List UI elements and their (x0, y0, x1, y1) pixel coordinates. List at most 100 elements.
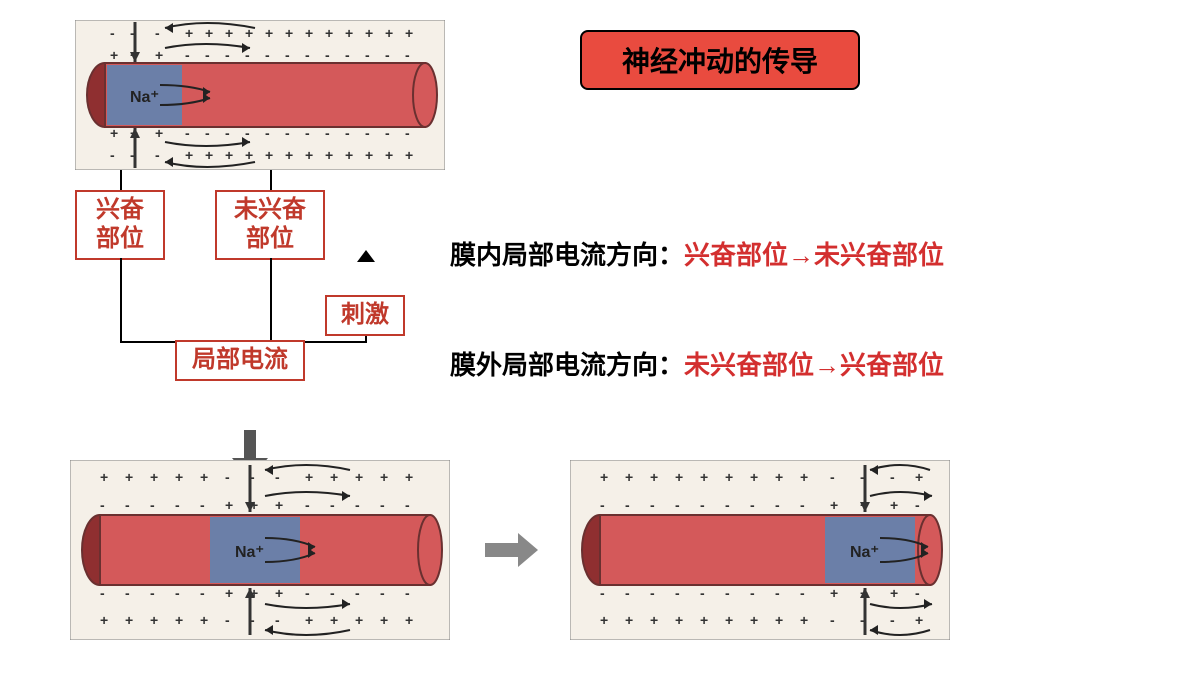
svg-text:-: - (205, 125, 210, 141)
svg-text:+: + (225, 497, 233, 513)
svg-text:-: - (750, 497, 755, 513)
svg-text:-: - (345, 47, 350, 63)
arrow-right-icon (480, 525, 540, 575)
svg-text:+: + (185, 147, 193, 163)
svg-text:Na⁺: Na⁺ (850, 544, 879, 561)
page-title: 神经冲动的传导 (580, 30, 860, 90)
svg-text:-: - (890, 469, 895, 485)
svg-text:+: + (405, 469, 413, 485)
svg-text:-: - (305, 585, 310, 601)
svg-text:Na⁺: Na⁺ (235, 544, 264, 561)
svg-text:+: + (650, 612, 658, 628)
axon-diagram-top: Na⁺ --- ++++ ++++ ++++ +++ ---- ---- ---… (75, 20, 445, 170)
axon-diagram-bottom-right: Na⁺ +++++ ++++ --- + ----- ---- +++ - --… (570, 460, 950, 640)
svg-text:-: - (305, 125, 310, 141)
connector (120, 258, 122, 343)
svg-text:-: - (175, 497, 180, 513)
svg-text:+: + (625, 469, 633, 485)
svg-text:+: + (355, 469, 363, 485)
svg-text:+: + (285, 25, 293, 41)
svg-text:-: - (245, 125, 250, 141)
svg-text:+: + (265, 147, 273, 163)
svg-text:+: + (325, 147, 333, 163)
svg-text:-: - (155, 25, 160, 41)
svg-text:-: - (700, 497, 705, 513)
connector (120, 170, 122, 192)
svg-text:-: - (385, 47, 390, 63)
svg-text:-: - (385, 125, 390, 141)
svg-text:+: + (155, 47, 163, 63)
svg-text:-: - (110, 147, 115, 163)
svg-text:+: + (305, 25, 313, 41)
svg-text:-: - (155, 147, 160, 163)
svg-text:+: + (725, 469, 733, 485)
svg-text:-: - (365, 47, 370, 63)
svg-text:-: - (125, 585, 130, 601)
svg-text:-: - (325, 125, 330, 141)
svg-text:-: - (675, 497, 680, 513)
svg-text:+: + (285, 147, 293, 163)
svg-text:+: + (265, 25, 273, 41)
svg-text:-: - (285, 47, 290, 63)
svg-text:-: - (915, 497, 920, 513)
svg-text:-: - (380, 497, 385, 513)
svg-text:+: + (275, 497, 283, 513)
svg-text:+: + (200, 612, 208, 628)
axon-diagram-bottom-left: Na⁺ +++++ --- +++++ ----- +++ ----- ----… (70, 460, 450, 640)
svg-text:+: + (650, 469, 658, 485)
label-unexcited: 未兴奋部位 (215, 190, 325, 260)
svg-text:-: - (650, 585, 655, 601)
svg-text:+: + (205, 25, 213, 41)
svg-text:+: + (830, 497, 838, 513)
svg-text:+: + (405, 612, 413, 628)
svg-text:-: - (800, 497, 805, 513)
svg-text:+: + (175, 469, 183, 485)
svg-text:+: + (150, 612, 158, 628)
svg-text:+: + (915, 612, 923, 628)
svg-text:+: + (205, 147, 213, 163)
svg-text:+: + (150, 469, 158, 485)
svg-text:+: + (110, 125, 118, 141)
svg-text:-: - (405, 497, 410, 513)
svg-text:-: - (225, 469, 230, 485)
svg-text:-: - (915, 585, 920, 601)
svg-text:-: - (330, 497, 335, 513)
svg-text:-: - (175, 585, 180, 601)
svg-text:-: - (305, 497, 310, 513)
svg-text:+: + (330, 612, 338, 628)
svg-text:-: - (600, 585, 605, 601)
connector (303, 341, 367, 343)
svg-text:-: - (225, 612, 230, 628)
svg-text:+: + (830, 585, 838, 601)
connector (270, 258, 272, 343)
svg-text:-: - (625, 585, 630, 601)
svg-text:-: - (205, 47, 210, 63)
svg-text:+: + (225, 147, 233, 163)
svg-text:+: + (125, 612, 133, 628)
svg-text:-: - (275, 469, 280, 485)
svg-text:+: + (125, 469, 133, 485)
svg-text:-: - (365, 125, 370, 141)
text-outer-current: 膜外局部电流方向：未兴奋部位→兴奋部位 (450, 345, 944, 382)
svg-text:-: - (125, 497, 130, 513)
svg-text:-: - (110, 25, 115, 41)
svg-text:+: + (600, 469, 608, 485)
ion-label: Na⁺ (130, 89, 159, 106)
svg-text:+: + (305, 147, 313, 163)
svg-text:-: - (355, 497, 360, 513)
text-value: 未兴奋部位→兴奋部位 (684, 350, 944, 380)
svg-text:+: + (625, 612, 633, 628)
svg-text:-: - (355, 585, 360, 601)
svg-text:+: + (275, 585, 283, 601)
text-label: 膜外局部电流方向： (450, 350, 684, 380)
label-excited: 兴奋部位 (75, 190, 165, 260)
svg-text:+: + (775, 612, 783, 628)
svg-text:-: - (185, 47, 190, 63)
svg-text:+: + (225, 585, 233, 601)
svg-text:+: + (380, 612, 388, 628)
svg-text:-: - (275, 612, 280, 628)
svg-text:+: + (380, 469, 388, 485)
svg-text:+: + (100, 612, 108, 628)
svg-text:-: - (725, 497, 730, 513)
svg-text:-: - (775, 497, 780, 513)
